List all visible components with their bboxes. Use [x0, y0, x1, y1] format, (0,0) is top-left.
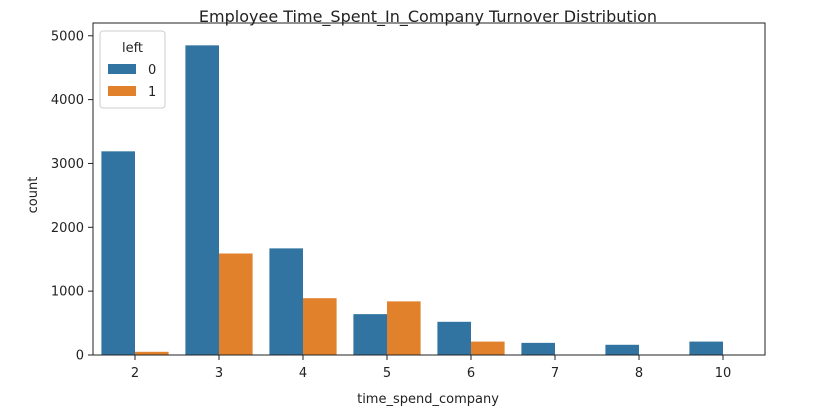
x-tick-label: 10	[715, 366, 732, 381]
legend: left 0 1	[99, 30, 166, 109]
bar-5-left-1	[387, 301, 421, 355]
x-tick-label: 8	[635, 366, 643, 381]
y-tick-label: 1000	[51, 285, 84, 300]
bar-4-left-1	[303, 298, 337, 355]
legend-swatch-1	[108, 86, 136, 96]
bar-2-left-0	[101, 151, 135, 355]
bar-6-left-1	[471, 341, 505, 355]
bar-10-left-0	[689, 341, 723, 355]
bar-8-left-0	[605, 344, 639, 355]
bar-4-left-0	[269, 248, 303, 355]
x-tick-label: 5	[383, 366, 391, 381]
bar-3-left-1	[219, 253, 253, 355]
y-tick-label: 4000	[51, 93, 84, 108]
x-tick-label: 3	[215, 366, 223, 381]
legend-label-0: 0	[148, 63, 156, 78]
plot-frame	[92, 22, 766, 356]
y-axis-label: count	[26, 177, 41, 214]
chart-title: Employee Time_Spent_In_Company Turnover …	[199, 7, 657, 27]
y-tick-label: 0	[76, 349, 84, 364]
bar-5-left-0	[353, 314, 387, 355]
bar-3-left-0	[185, 45, 219, 355]
legend-label-1: 1	[148, 85, 156, 100]
bar-2-left-1	[135, 351, 169, 355]
legend-title: left	[122, 41, 143, 56]
y-tick-label: 3000	[51, 157, 84, 172]
y-tick-label: 5000	[51, 29, 84, 44]
bars-group	[101, 45, 723, 355]
x-axis: 2 3 4 5 6 7 8 10	[131, 355, 731, 381]
x-tick-label: 4	[299, 366, 307, 381]
x-axis-label: time_spend_company	[357, 392, 499, 407]
bar-6-left-0	[437, 321, 471, 355]
y-tick-label: 2000	[51, 221, 84, 236]
x-tick-label: 2	[131, 366, 139, 381]
bar-7-left-0	[521, 342, 555, 355]
y-axis: 0 1000 2000 3000 4000 5000	[51, 29, 93, 364]
x-tick-label: 7	[551, 366, 559, 381]
legend-swatch-0	[108, 64, 136, 74]
x-tick-label: 6	[467, 366, 475, 381]
